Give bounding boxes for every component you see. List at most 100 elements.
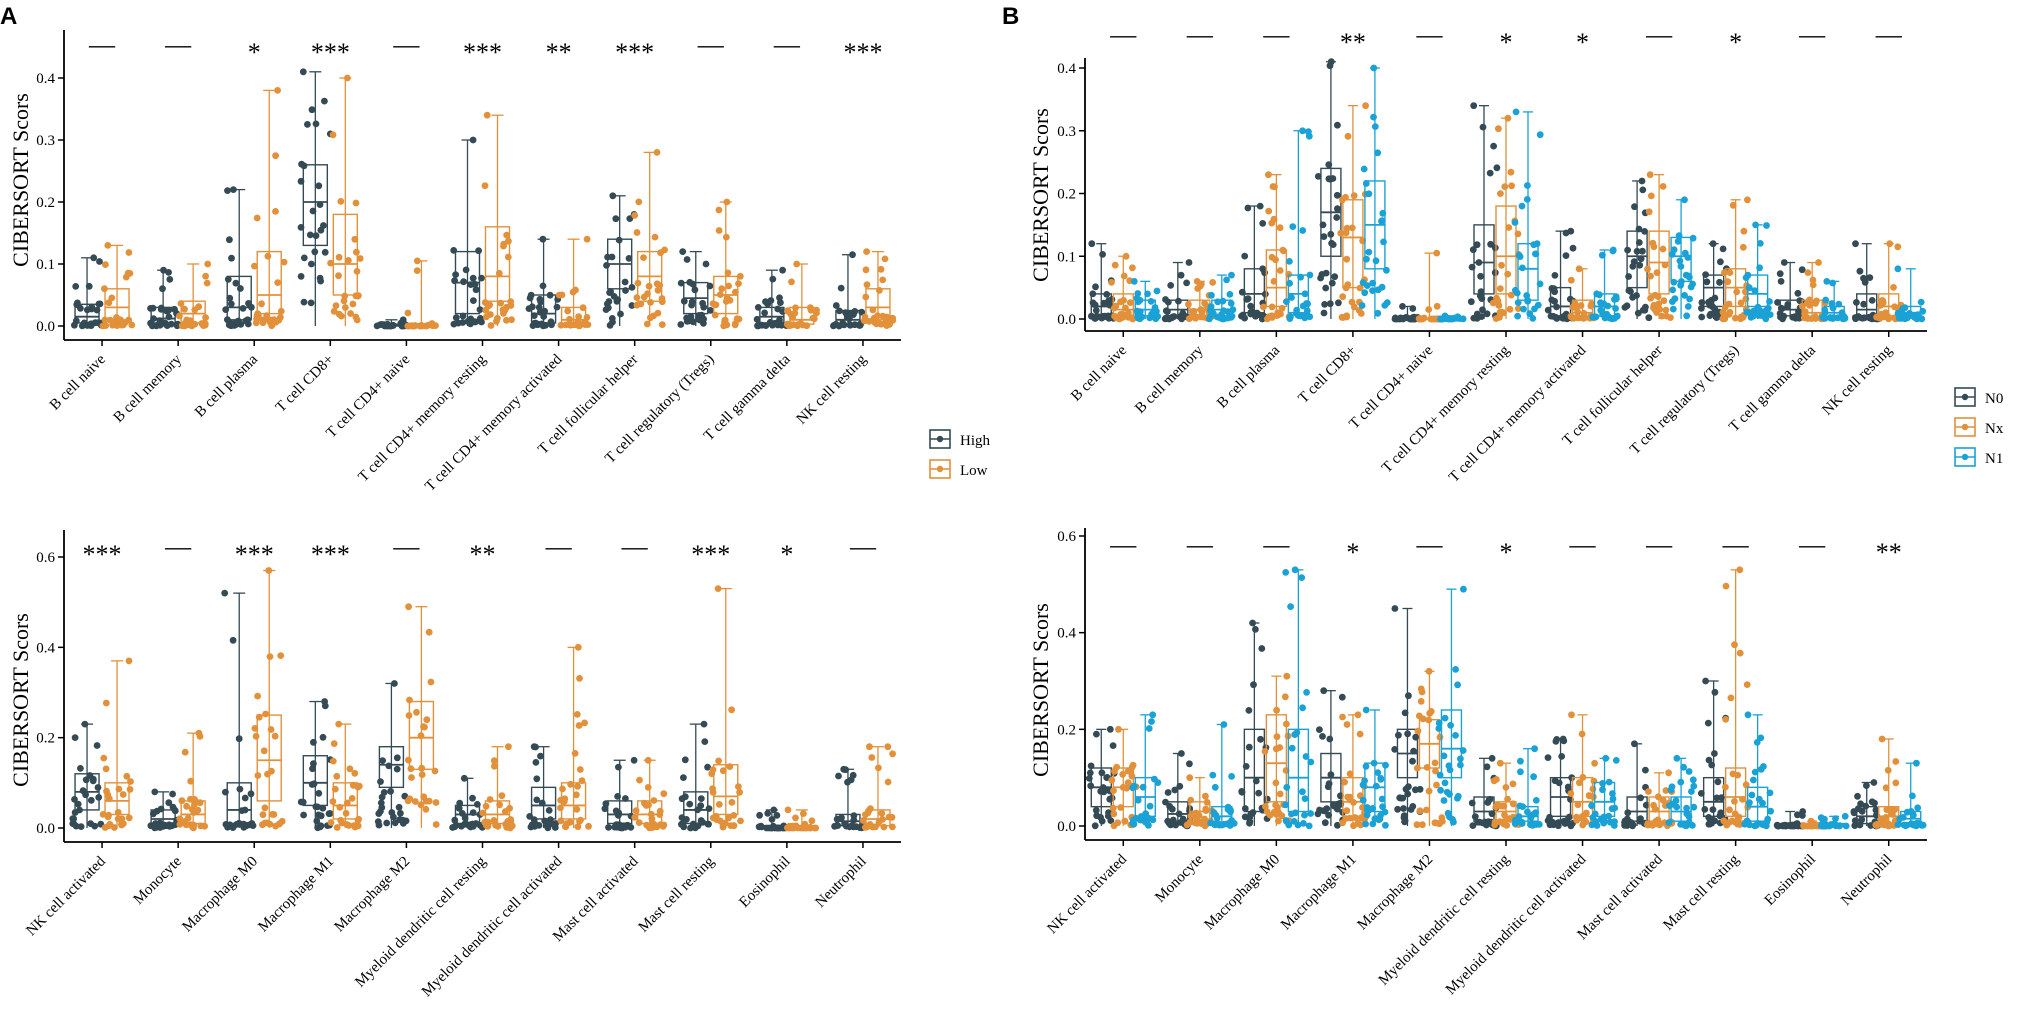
data-point	[1487, 240, 1494, 248]
data-point	[1093, 812, 1101, 820]
data-point	[236, 785, 244, 793]
data-point	[253, 214, 261, 222]
data-point	[532, 743, 539, 751]
data-point	[1706, 312, 1714, 319]
data-point	[608, 253, 616, 261]
data-point	[621, 278, 629, 286]
data-point	[1569, 244, 1577, 252]
y-tick-label: 0.2	[36, 195, 55, 211]
data-point	[709, 300, 717, 307]
data-point	[1106, 795, 1114, 803]
data-point	[1130, 820, 1138, 828]
box	[560, 782, 587, 820]
box	[150, 306, 176, 324]
data-point	[572, 791, 580, 799]
data-point	[93, 742, 101, 749]
data-point	[1183, 279, 1190, 287]
data-point	[1328, 279, 1336, 287]
box	[865, 288, 891, 321]
data-point	[1431, 819, 1439, 827]
data-point	[1919, 821, 1926, 829]
data-point	[1731, 798, 1738, 805]
y-tick-label: 0.6	[36, 550, 55, 566]
data-point	[455, 804, 463, 812]
box	[1571, 299, 1594, 318]
data-point	[351, 235, 359, 243]
data-point	[1241, 805, 1249, 812]
data-point	[625, 255, 633, 262]
data-point	[353, 248, 360, 256]
data-point	[1423, 806, 1430, 814]
data-point	[1402, 785, 1410, 793]
data-point	[1262, 803, 1269, 810]
data-point	[72, 283, 80, 290]
data-point	[576, 675, 583, 682]
data-point	[606, 289, 613, 296]
data-point	[1669, 298, 1676, 305]
data-point	[728, 706, 735, 714]
x-tick-label-myeloid-dendritic-cell-resting: Myeloid dendritic cell resting	[352, 853, 489, 990]
significance-label: —	[1569, 530, 1597, 559]
data-point	[319, 733, 327, 741]
box	[1167, 299, 1189, 317]
data-point	[345, 822, 353, 829]
data-point	[1396, 794, 1404, 802]
y-axis-label: CIBERSORT Scors	[1028, 603, 1053, 777]
data-point	[605, 824, 612, 831]
data-point	[1612, 757, 1620, 764]
data-point	[326, 810, 334, 817]
data-point	[224, 187, 231, 195]
data-point	[1506, 305, 1514, 313]
data-point	[90, 254, 98, 262]
data-point	[644, 784, 652, 791]
data-point	[1195, 812, 1203, 819]
data-point	[1739, 243, 1747, 251]
box	[302, 164, 329, 247]
data-point	[347, 310, 354, 317]
data-point	[1744, 196, 1751, 204]
data-point	[1649, 821, 1657, 829]
data-point	[1304, 300, 1311, 308]
data-point	[1711, 688, 1719, 696]
data-point	[203, 279, 211, 287]
data-point	[1256, 202, 1264, 210]
data-point	[1639, 306, 1647, 314]
data-point	[630, 756, 638, 764]
box	[1265, 714, 1288, 803]
data-point	[889, 314, 896, 322]
box	[256, 250, 282, 315]
data-point	[1326, 62, 1334, 70]
data-point	[274, 87, 281, 94]
x-tick-label-eosinophil: Eosinophil	[736, 854, 793, 911]
data-point	[1362, 820, 1369, 828]
x-tick-label-b-cell-plasma: B cell plasma	[192, 351, 261, 420]
data-point	[562, 823, 570, 830]
data-point	[637, 300, 645, 308]
data-point	[1868, 297, 1876, 304]
data-point	[1813, 297, 1820, 305]
data-point	[1532, 797, 1540, 804]
box	[1900, 810, 1922, 825]
data-point	[333, 824, 341, 831]
data-point	[111, 824, 118, 831]
data-point	[387, 787, 394, 795]
data-point	[1901, 304, 1909, 312]
data-point	[1592, 313, 1600, 321]
data-point	[266, 653, 274, 660]
box	[1440, 709, 1463, 779]
legends: High Low N0 Nx N1	[929, 387, 2004, 479]
data-point	[1548, 296, 1556, 304]
data-point	[321, 248, 329, 256]
data-point	[1259, 220, 1267, 227]
data-point	[349, 300, 357, 308]
data-point	[1490, 142, 1497, 150]
data-point	[1103, 774, 1111, 781]
box	[1495, 205, 1517, 295]
data-point	[1289, 223, 1297, 231]
data-point	[1191, 819, 1199, 826]
data-point	[1447, 721, 1454, 729]
data-point	[1147, 298, 1155, 305]
data-point	[1343, 312, 1351, 320]
data-point	[704, 763, 711, 771]
data-point	[1774, 299, 1781, 306]
